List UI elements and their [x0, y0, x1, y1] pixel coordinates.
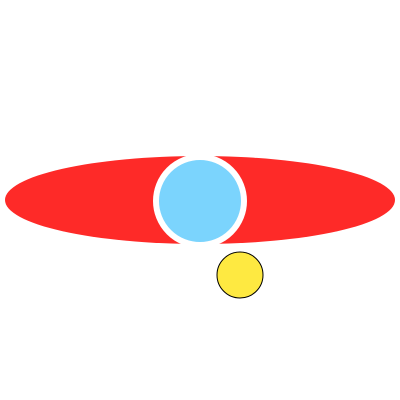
yellow-circle — [216, 251, 264, 299]
blue-circle — [153, 154, 247, 248]
